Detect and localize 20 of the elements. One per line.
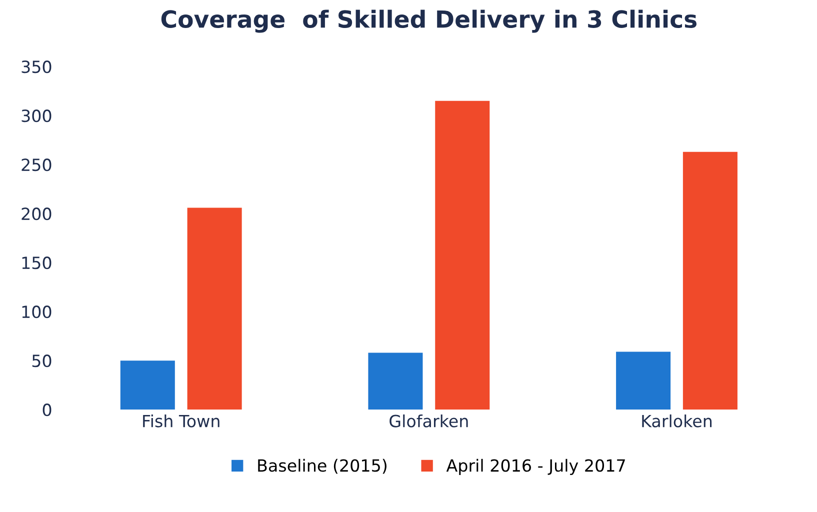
chart-title: Coverage of Skilled Delivery in 3 Clinics bbox=[161, 10, 697, 33]
x-tick-label: Glofarken bbox=[390, 414, 468, 428]
y-tick-label: 200 bbox=[22, 208, 52, 220]
y-tick-label: 250 bbox=[22, 158, 52, 172]
y-tick-label: 300 bbox=[22, 110, 52, 122]
x-tick-label: Fish Town bbox=[143, 414, 220, 428]
bar bbox=[120, 360, 175, 410]
bar bbox=[187, 208, 242, 410]
bar bbox=[435, 100, 490, 410]
y-tick-label: 50 bbox=[32, 354, 52, 368]
legend-label: April 2016 - July 2017 bbox=[446, 458, 625, 476]
y-tick-label: 0 bbox=[42, 404, 52, 416]
bar bbox=[368, 352, 423, 410]
x-tick-label: Karloken bbox=[642, 414, 712, 428]
bar bbox=[682, 152, 738, 410]
y-tick-label: 350 bbox=[22, 60, 52, 74]
y-tick-label: 150 bbox=[22, 256, 52, 270]
bar bbox=[616, 352, 671, 410]
legend-label: Baseline (2015) bbox=[258, 458, 386, 474]
y-tick-label: 100 bbox=[22, 306, 52, 318]
